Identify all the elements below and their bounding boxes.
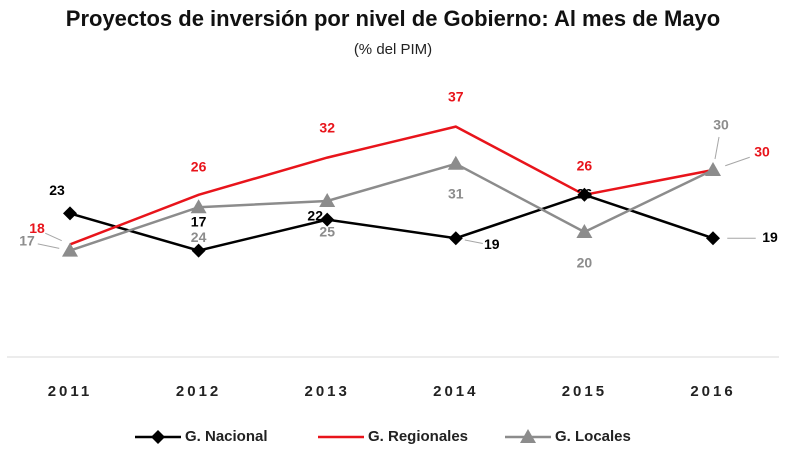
legend-label: G. Regionales <box>368 428 468 445</box>
marker-diamond <box>63 206 77 221</box>
x-tick-label: 2011 <box>48 383 93 400</box>
data-label: 18 <box>29 220 45 236</box>
legend-label: G. Locales <box>555 428 631 445</box>
x-tick-label: 2012 <box>176 383 221 400</box>
legend-marker <box>151 430 165 444</box>
legend-marker <box>520 429 536 443</box>
marker-diamond <box>577 187 592 202</box>
data-label: 20 <box>577 255 593 271</box>
data-label: 19 <box>762 229 778 245</box>
data-label: 32 <box>319 119 335 135</box>
legend-label: G. Nacional <box>185 428 268 445</box>
x-tick-label: 2013 <box>305 383 350 400</box>
data-label: 19 <box>484 236 500 252</box>
data-label: 37 <box>448 88 464 104</box>
data-label: 31 <box>448 186 464 202</box>
data-label: 17 <box>19 232 35 248</box>
x-tick-label: 2014 <box>433 383 478 400</box>
marker-triangle <box>705 162 721 176</box>
marker-triangle <box>62 242 78 257</box>
series-line <box>69 193 714 252</box>
data-label: 24 <box>191 229 207 245</box>
data-label: 17 <box>191 213 207 229</box>
x-tick-label: 2016 <box>690 383 735 400</box>
data-label: 30 <box>713 117 729 133</box>
data-label: 25 <box>319 224 335 240</box>
leader-line <box>464 239 483 244</box>
series-line <box>69 125 714 246</box>
data-label: 26 <box>191 159 207 175</box>
data-label: 30 <box>754 144 770 160</box>
data-label: 23 <box>49 182 65 198</box>
data-label: 22 <box>307 207 323 223</box>
leader-line <box>714 136 720 160</box>
marker-triangle <box>319 193 336 207</box>
data-label: 26 <box>577 158 593 174</box>
chart-subtitle: (% del PIM) <box>354 41 432 58</box>
data-label: 26 <box>577 186 593 202</box>
marker-diamond <box>191 243 206 258</box>
marker-triangle <box>576 224 593 238</box>
marker-diamond <box>320 212 335 227</box>
x-tick-label: 2015 <box>562 383 607 400</box>
leader-line <box>725 156 750 167</box>
chart-title: Proyectos de inversión por nivel de Gobi… <box>66 6 720 31</box>
series-line <box>69 162 714 252</box>
leader-line <box>37 243 60 249</box>
marker-triangle <box>447 155 464 170</box>
marker-diamond <box>448 231 463 246</box>
marker-diamond <box>706 231 720 246</box>
marker-triangle <box>190 199 207 214</box>
leader-line <box>45 232 62 242</box>
